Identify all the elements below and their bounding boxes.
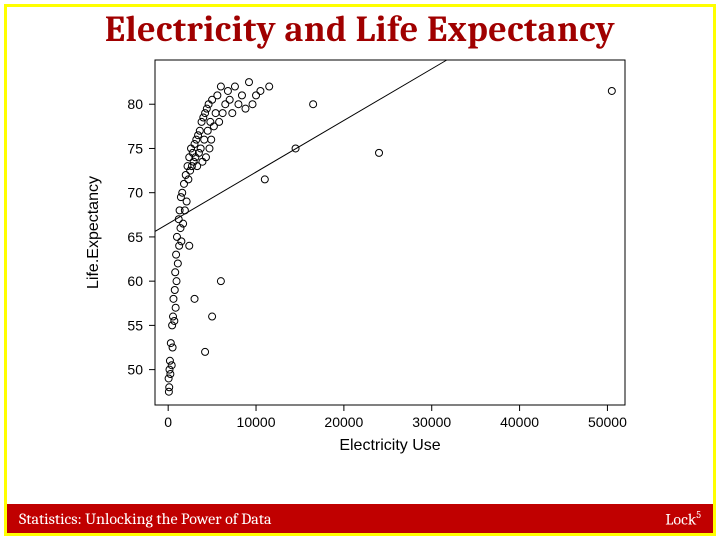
svg-text:50: 50 — [127, 362, 143, 378]
brand-exponent: 5 — [696, 509, 701, 521]
svg-text:30000: 30000 — [412, 414, 451, 430]
footer-brand: Lock5 — [665, 509, 701, 528]
scatter-chart: 0 10000 20000 30000 40000 50000 50 55 60 65 70 75 80… — [80, 50, 640, 460]
footer-bar: Statistics: Unlocking the Power of Data … — [4, 504, 716, 536]
slide: Electricity and Life Expectancy 0 10000 20… — [0, 0, 720, 540]
svg-text:0: 0 — [164, 414, 172, 430]
svg-text:60: 60 — [127, 273, 143, 289]
footer-text: Statistics: Unlocking the Power of Data — [19, 510, 272, 528]
brand-base: Lock — [665, 510, 696, 528]
svg-text:20000: 20000 — [324, 414, 363, 430]
svg-text:75: 75 — [127, 140, 143, 156]
svg-text:50000: 50000 — [588, 414, 627, 430]
svg-text:70: 70 — [127, 185, 143, 201]
svg-text:80: 80 — [127, 96, 143, 112]
chart-container: 0 10000 20000 30000 40000 50000 50 55 60 65 70 75 80… — [7, 50, 713, 504]
svg-text:10000: 10000 — [237, 414, 276, 430]
svg-text:65: 65 — [127, 229, 143, 245]
page-title: Electricity and Life Expectancy — [105, 7, 615, 50]
svg-text:Electricity Use: Electricity Use — [339, 437, 440, 454]
content-area: Electricity and Life Expectancy 0 10000 20… — [4, 4, 716, 504]
svg-text:Life.Expectancy: Life.Expectancy — [85, 176, 102, 289]
svg-text:55: 55 — [127, 317, 143, 333]
svg-text:40000: 40000 — [500, 414, 539, 430]
